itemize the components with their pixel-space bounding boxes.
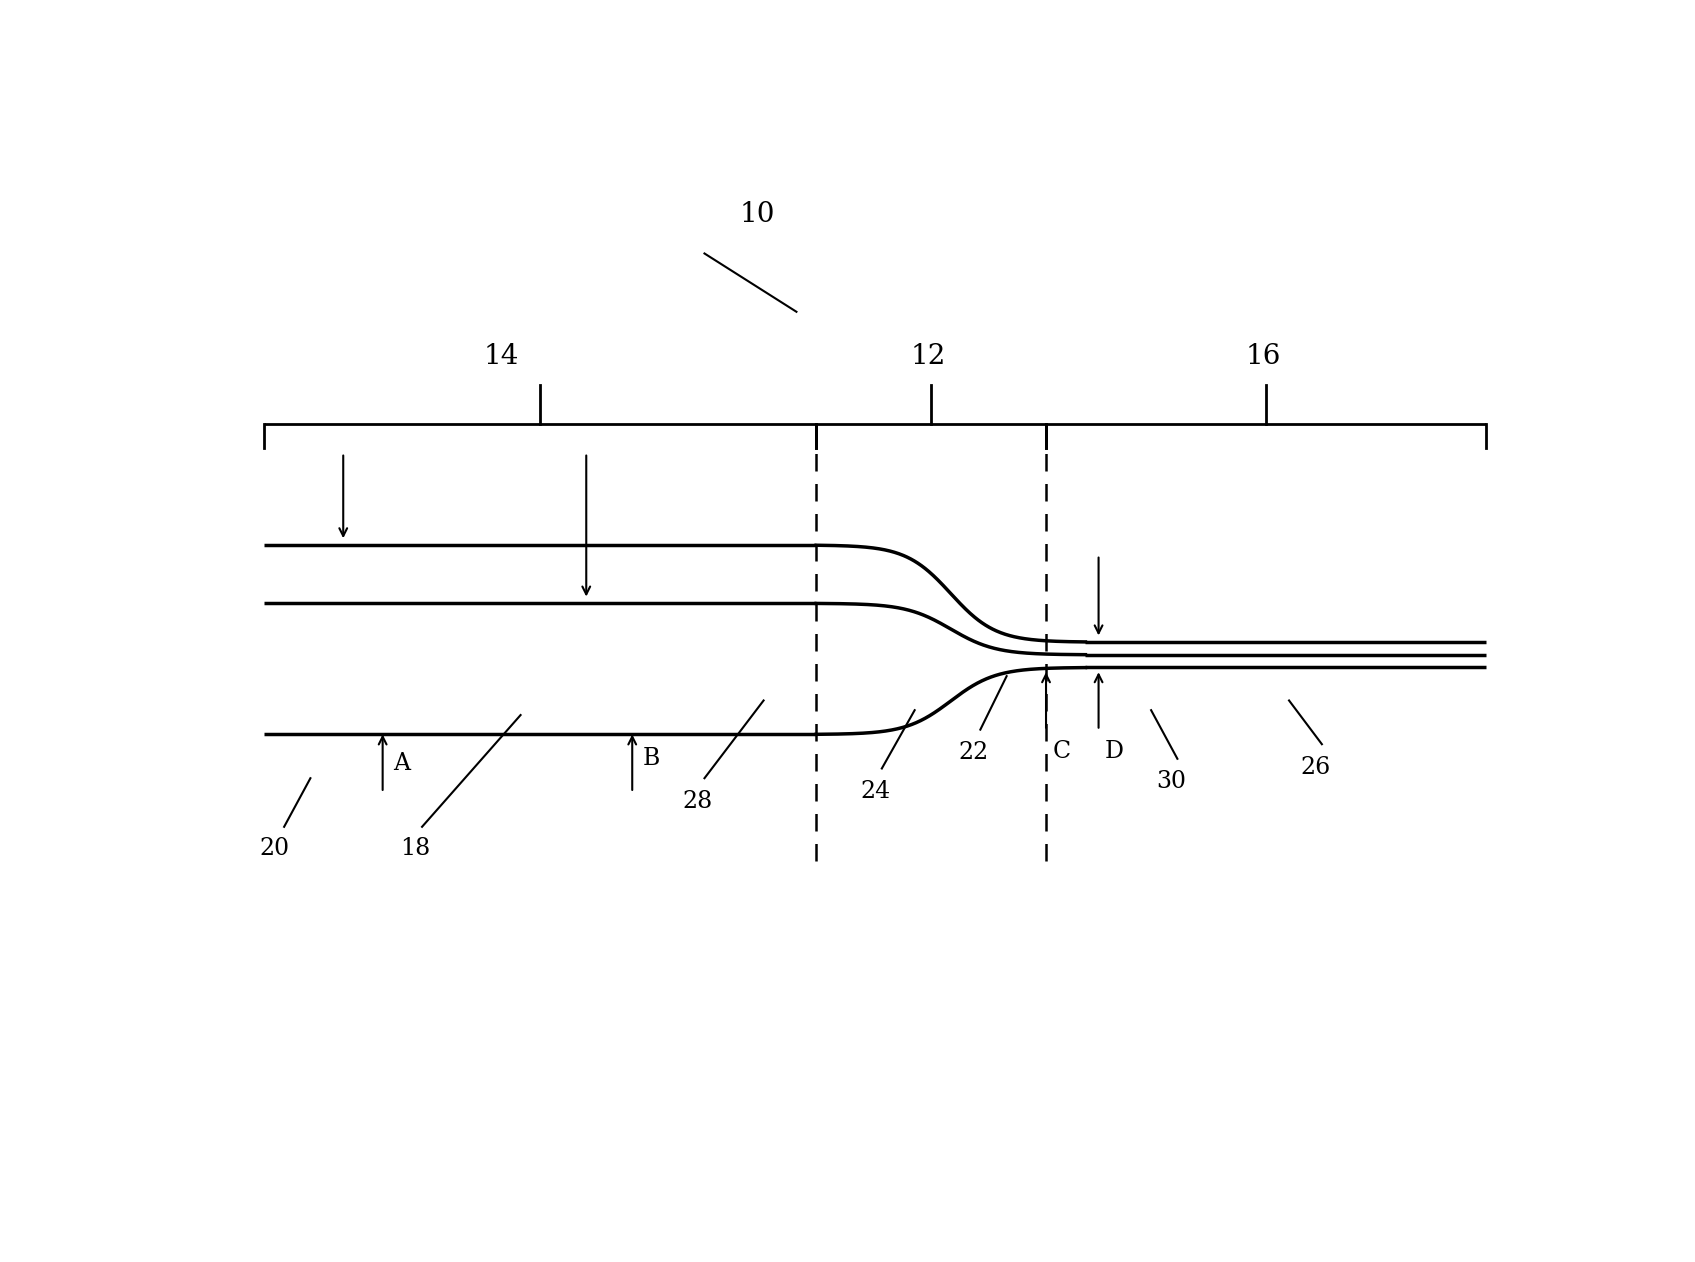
Text: 10: 10: [739, 201, 775, 228]
Text: 22: 22: [959, 741, 988, 765]
Text: 24: 24: [859, 780, 890, 803]
Text: 28: 28: [683, 790, 714, 813]
Text: 20: 20: [259, 837, 290, 859]
Text: C: C: [1053, 741, 1071, 764]
Text: D: D: [1105, 741, 1124, 764]
Text: 30: 30: [1156, 770, 1186, 794]
Text: B: B: [642, 747, 659, 770]
Text: 18: 18: [400, 837, 431, 859]
Text: A: A: [393, 752, 410, 775]
Text: 26: 26: [1300, 756, 1331, 779]
Text: 12: 12: [910, 343, 946, 370]
Text: 14: 14: [483, 343, 519, 370]
Text: 16: 16: [1246, 343, 1280, 370]
